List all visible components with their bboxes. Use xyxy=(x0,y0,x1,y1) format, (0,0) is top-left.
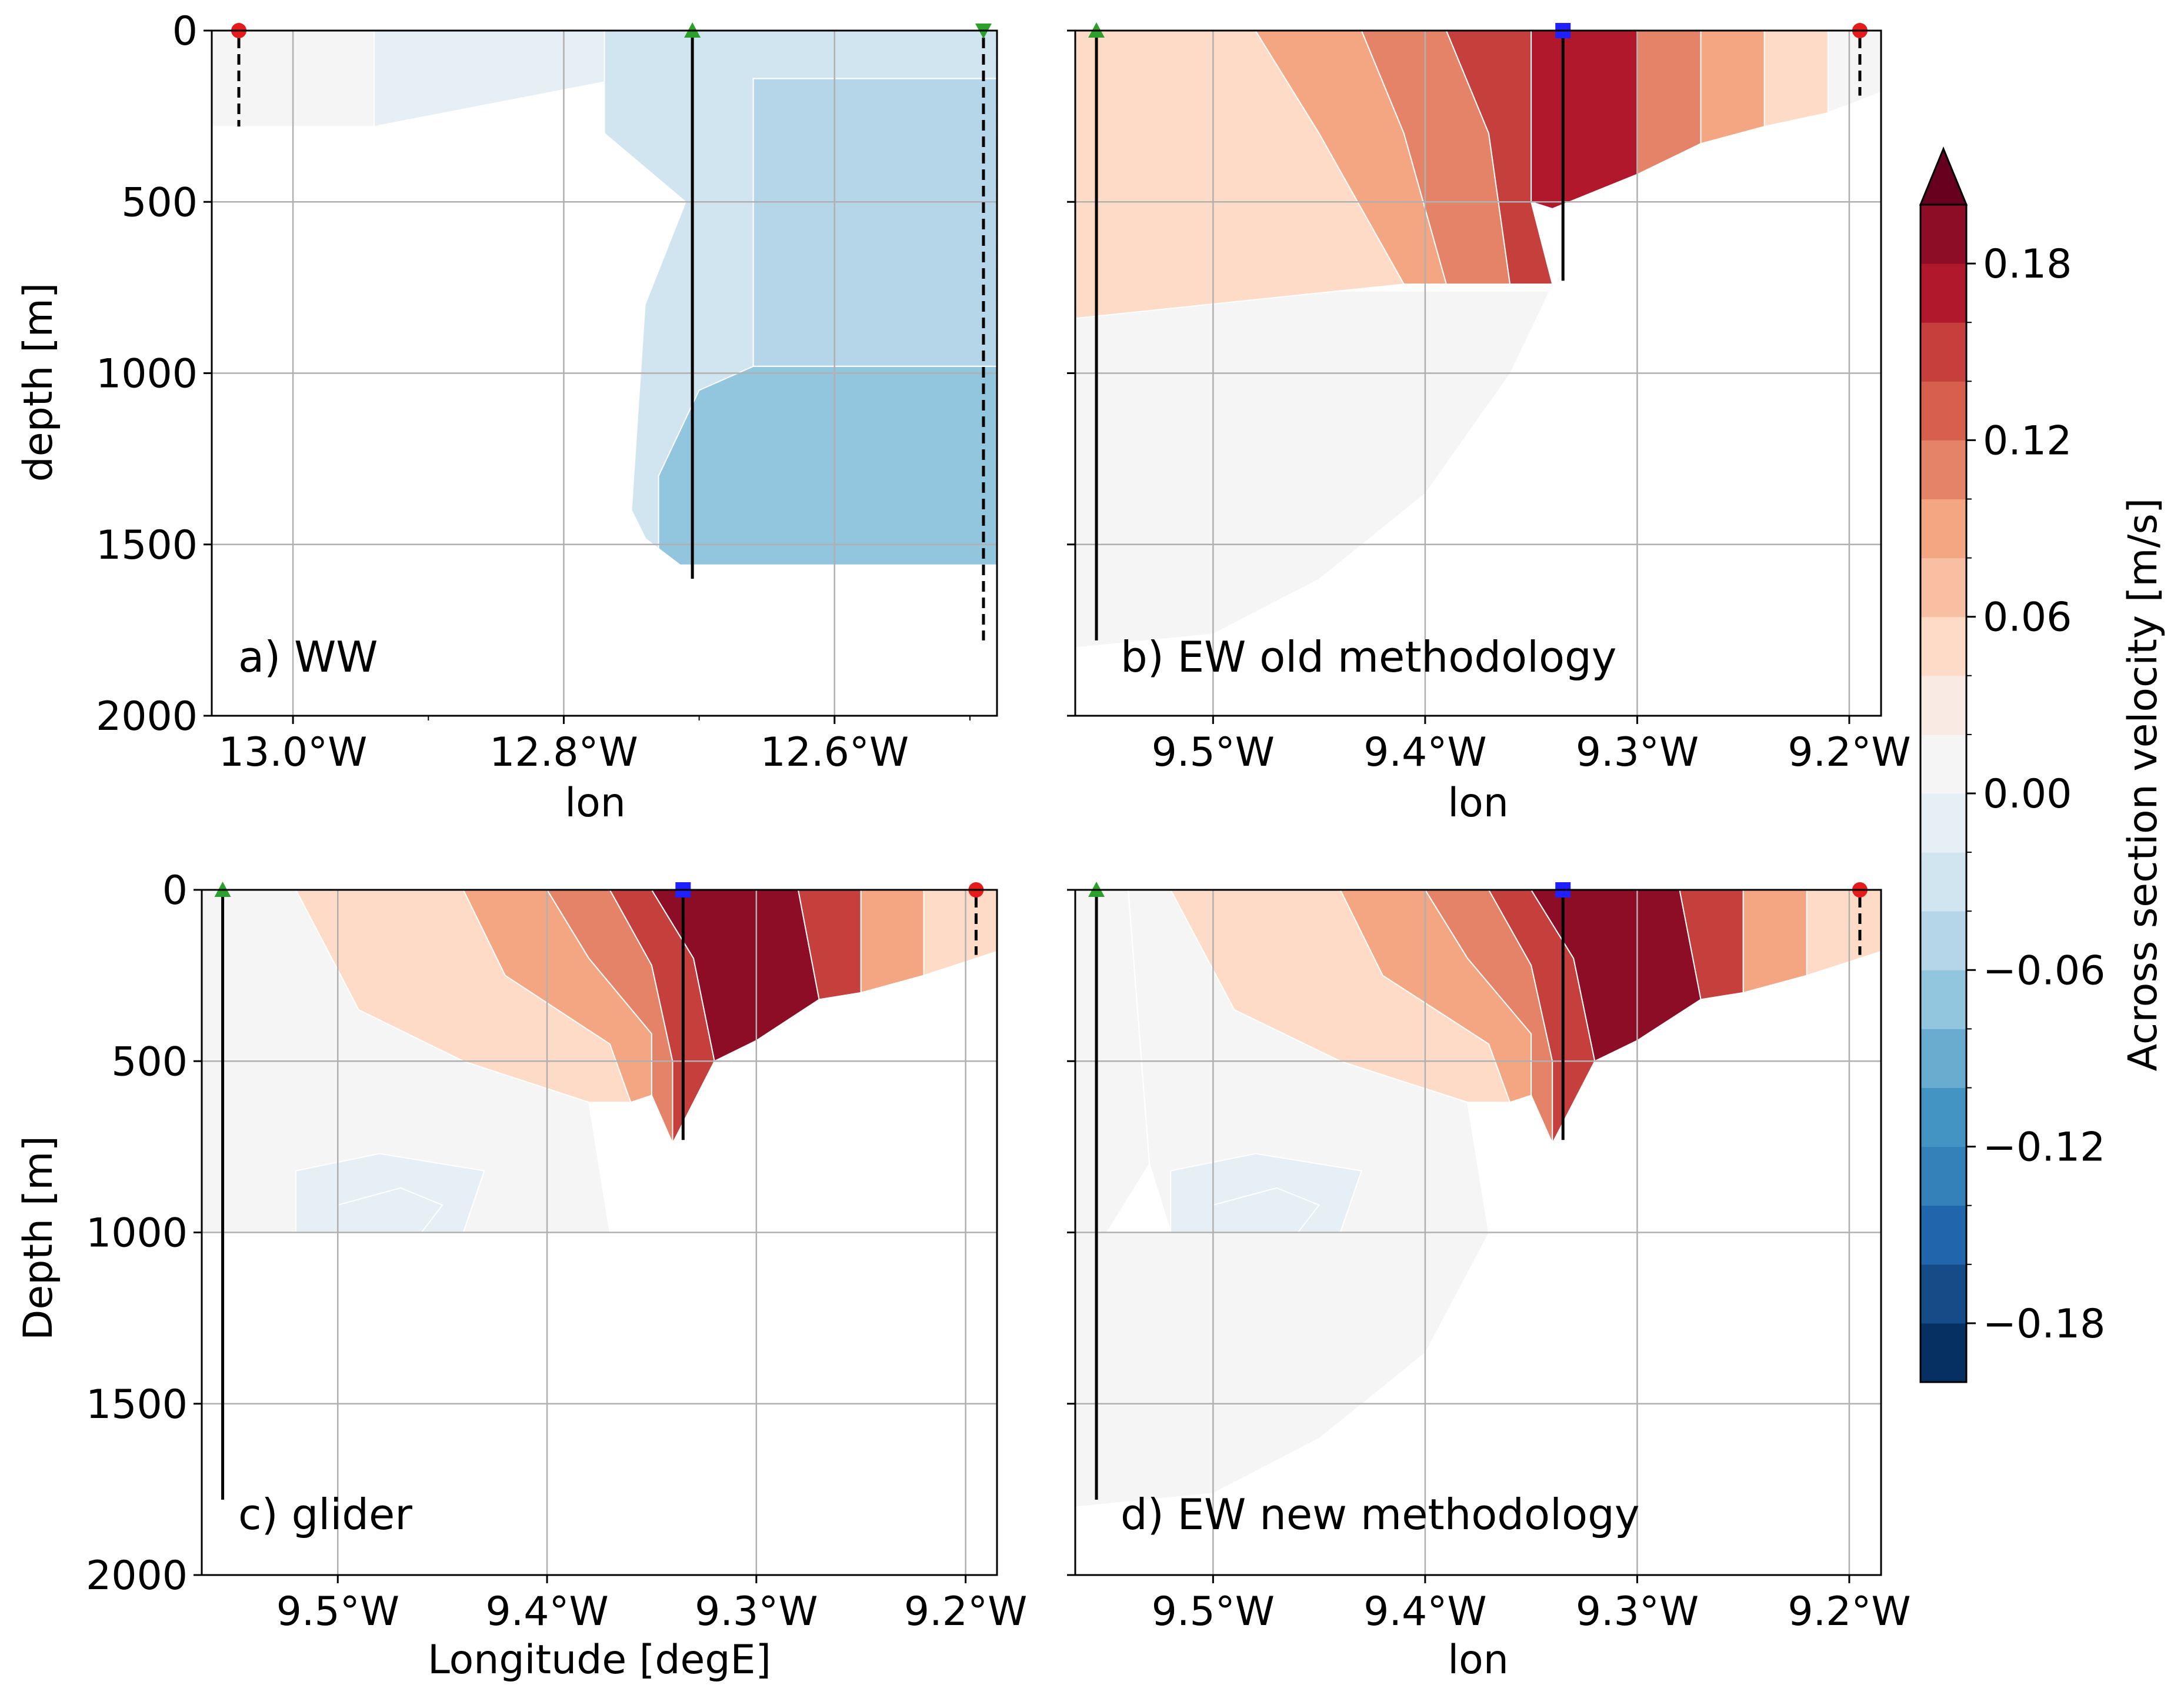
panel-b: 9.5°W 9.4°W 9.3°W 9.2°W b) EW old methodolo… xyxy=(1067,22,1911,826)
colorbar-band-1 xyxy=(1920,1264,1966,1324)
panel-c-fields xyxy=(202,890,997,1575)
panel-b-xtick-label-1: 9.4°W xyxy=(1363,729,1486,776)
panel-d-field-12 xyxy=(1806,890,1881,976)
colorbar-band-7 xyxy=(1920,911,1966,970)
panel-d-xtick-label-3: 9.2°W xyxy=(1788,1589,1910,1635)
panel-a-label: a) WW xyxy=(238,632,378,682)
panel-a-ytick-label-2: 1000 xyxy=(96,351,198,398)
panel-d-field-11 xyxy=(1742,890,1808,994)
panel-b-xlabel: lon xyxy=(1448,780,1509,826)
panel-a-ytick-label-4: 2000 xyxy=(96,693,198,740)
colorbar-band-3 xyxy=(1920,1146,1966,1206)
panel-c-seafloor xyxy=(202,951,997,1575)
colorbar-band-17 xyxy=(1920,322,1966,382)
panel-a-field-1 xyxy=(374,31,605,128)
colorbar-band-5 xyxy=(1920,1029,1966,1088)
colorbar-tick-label-3: 0.00 xyxy=(1983,771,2072,818)
panel-c-ticks: 9.5°W 9.4°W 9.3°W 9.2°W 0 500 1000 1500 2000 xyxy=(86,867,1027,1635)
panel-b-moorings xyxy=(1088,22,1868,640)
panel-c-ylabel: Depth [m] xyxy=(15,1136,62,1340)
panel-a-ytick-label-1: 500 xyxy=(121,179,198,226)
panel-a-ylabel: depth [m] xyxy=(15,283,62,482)
panel-d-xtick-label-2: 9.3°W xyxy=(1576,1589,1699,1635)
panel-a-xtick-label-0: 13.0°W xyxy=(219,729,368,776)
panel-c-ytick-label-4: 2000 xyxy=(86,1553,188,1599)
colorbar-label: Across section velocity [m/s] xyxy=(2120,498,2166,1072)
colorbar-tick-label-1: 0.12 xyxy=(1983,418,2072,464)
colorbar-tick-label-0: 0.18 xyxy=(1983,241,2072,288)
colorbar-bands xyxy=(1919,146,1968,1383)
panel-b-field-6 xyxy=(1636,31,1702,176)
colorbar-tick-label-5: −0.12 xyxy=(1983,1125,2105,1171)
panel-c-xtick-label-1: 9.4°W xyxy=(485,1589,608,1635)
panel-a-seafloor xyxy=(212,133,997,716)
panel-a-field-4 xyxy=(658,365,997,566)
panel-a-ytick-label-0: 0 xyxy=(172,8,198,55)
panel-a-xtick-label-2: 12.6°W xyxy=(760,729,909,776)
colorbar-tick-label-4: −0.06 xyxy=(1983,947,2105,994)
panel-c-label: c) glider xyxy=(238,1490,412,1539)
panel-b-fields xyxy=(1075,31,1881,716)
panel-b-field-7 xyxy=(1700,31,1765,145)
panel-b-field-5 xyxy=(1531,31,1638,209)
panel-d-xtick-label-1: 9.4°W xyxy=(1363,1589,1486,1635)
panel-d-seafloor xyxy=(1075,951,1881,1575)
colorbar-band-18 xyxy=(1920,263,1966,323)
panel-d: 9.5°W 9.4°W 9.3°W 9.2°W d) EW new methodolo… xyxy=(1067,882,1911,1683)
panel-a: 13.0°W 12.8°W 12.6°W 0 500 1000 1500 2000 a) WW… xyxy=(15,8,998,826)
panel-d-ticks: 9.5°W 9.4°W 9.3°W 9.2°W xyxy=(1067,889,1911,1635)
panel-a-ticks: 13.0°W 12.8°W 12.6°W 0 500 1000 1500 2000 xyxy=(96,8,971,776)
panel-c-ytick-label-2: 1000 xyxy=(86,1210,188,1257)
panel-b-label: b) EW old methodology xyxy=(1121,632,1616,682)
panel-a-xtick-label-1: 12.8°W xyxy=(489,729,638,776)
colorbar-band-9 xyxy=(1920,793,1966,853)
panel-c: 9.5°W 9.4°W 9.3°W 9.2°W 0 500 1000 1500 2000 c) … xyxy=(15,867,1027,1683)
panel-d-fields xyxy=(1075,890,1881,1575)
colorbar-band-19 xyxy=(1920,205,1966,264)
colorbar-band-2 xyxy=(1920,1205,1966,1265)
panel-c-field-10 xyxy=(923,890,997,976)
panel-a-field-3 xyxy=(752,78,997,367)
panel-a-ytick-label-3: 1500 xyxy=(96,522,198,569)
colorbar-ticks: 0.18 0.12 0.06 0.00 −0.06 −0.12 −0.18 xyxy=(1966,241,2105,1347)
panel-c-xlabel: Longitude [degE] xyxy=(428,1637,771,1683)
colorbar-tick-label-2: 0.06 xyxy=(1983,595,2072,641)
panel-b-field-9 xyxy=(1827,31,1881,114)
panel-c-xtick-label-3: 9.2°W xyxy=(904,1589,1027,1635)
panel-d-xtick-label-0: 9.5°W xyxy=(1152,1589,1275,1635)
panel-c-xtick-label-2: 9.3°W xyxy=(695,1589,818,1635)
panel-b-field-8 xyxy=(1763,31,1829,128)
panel-c-ytick-label-1: 500 xyxy=(111,1039,188,1085)
panel-c-ytick-label-0: 0 xyxy=(162,867,188,914)
panel-c-xtick-label-0: 9.5°W xyxy=(276,1589,399,1635)
colorbar-band-0 xyxy=(1920,1323,1966,1383)
colorbar-band-15 xyxy=(1920,440,1966,499)
colorbar-band-14 xyxy=(1920,499,1966,559)
panel-a-xlabel: lon xyxy=(565,780,626,826)
panel-d-xlabel: lon xyxy=(1448,1637,1509,1683)
panel-b-xtick-label-2: 9.3°W xyxy=(1576,729,1699,776)
panel-b-xtick-label-0: 9.5°W xyxy=(1152,729,1275,776)
panel-c-ytick-label-3: 1500 xyxy=(86,1382,188,1428)
colorbar-tick-label-6: −0.18 xyxy=(1983,1301,2105,1347)
panel-d-label: d) EW new methodology xyxy=(1121,1490,1639,1539)
panel-b-ticks: 9.5°W 9.4°W 9.3°W 9.2°W xyxy=(1067,29,1911,776)
colorbar-band-8 xyxy=(1920,852,1966,912)
colorbar-band-10 xyxy=(1920,734,1966,794)
colorbar-band-12 xyxy=(1920,616,1966,676)
colorbar-band-13 xyxy=(1920,558,1966,618)
colorbar-band-4 xyxy=(1920,1087,1966,1147)
colorbar-band-16 xyxy=(1920,381,1966,441)
colorbar-extend-arrow xyxy=(1919,146,1968,206)
colorbar-band-11 xyxy=(1920,675,1966,735)
panel-c-field-9 xyxy=(860,890,925,994)
colorbar: 0.18 0.12 0.06 0.00 −0.06 −0.12 −0.18 Across s… xyxy=(1919,146,2166,1383)
panel-b-xtick-label-3: 9.2°W xyxy=(1788,729,1910,776)
panel-a-fields xyxy=(212,31,997,716)
panel-b-seafloor xyxy=(1075,92,1881,716)
colorbar-band-6 xyxy=(1920,970,1966,1029)
